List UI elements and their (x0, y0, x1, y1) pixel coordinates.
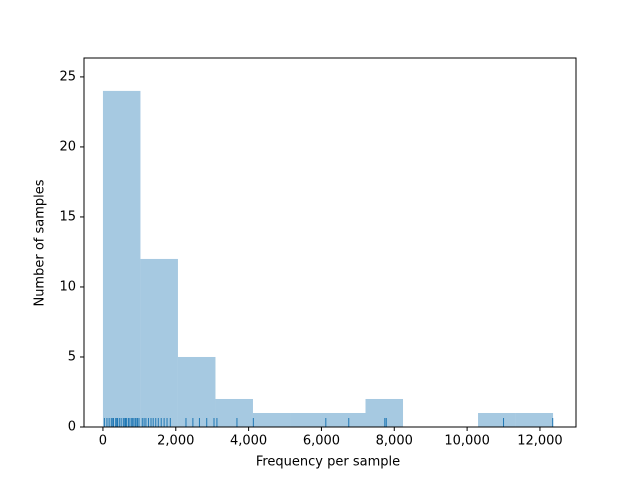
bar (252, 412, 291, 427)
bar (327, 412, 366, 427)
x-tick-label: 8,000 (376, 434, 413, 449)
x-axis-label: Frequency per sample (256, 455, 400, 470)
bar (290, 412, 328, 427)
y-tick-label: 20 (59, 139, 76, 154)
bar (215, 398, 253, 427)
x-tick-label: 12,000 (517, 434, 563, 449)
bar (515, 412, 554, 427)
x-tick-label: 4,000 (230, 434, 267, 449)
y-tick-label: 0 (68, 420, 76, 435)
x-tick-label: 0 (99, 434, 107, 449)
bar (177, 356, 216, 427)
x-tick-label: 10,000 (444, 434, 490, 449)
x-tick-label: 6,000 (303, 434, 340, 449)
bar (365, 398, 404, 427)
plot-frame (83, 57, 577, 428)
bar (102, 90, 141, 427)
y-axis-label: Number of samples (33, 179, 48, 306)
x-tick-label: 2,000 (157, 434, 194, 449)
y-tick-label: 10 (59, 279, 76, 294)
y-tick-label: 5 (68, 349, 76, 364)
y-tick-label: 15 (59, 209, 76, 224)
bar (478, 412, 516, 427)
y-tick-label: 25 (59, 69, 76, 84)
bar (140, 258, 178, 427)
